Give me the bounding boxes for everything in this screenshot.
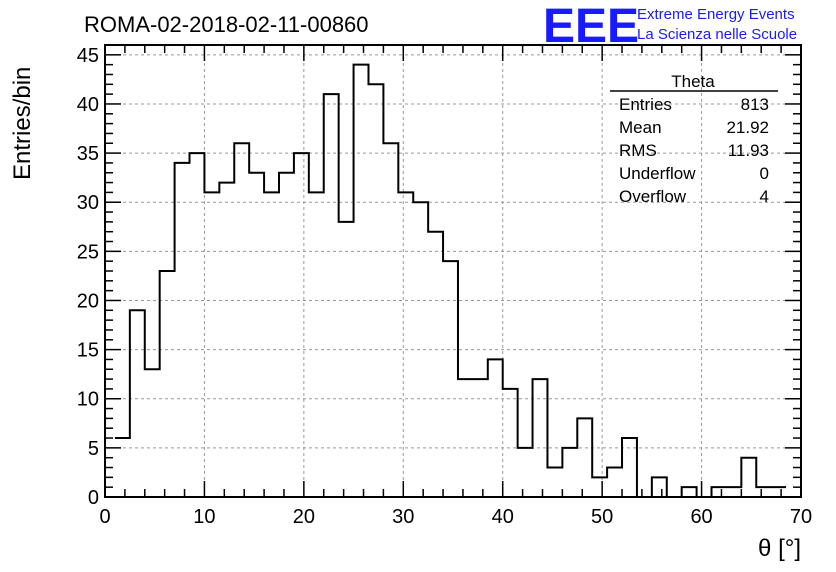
logo-line1: Extreme Energy Events <box>637 6 795 23</box>
stats-box-rows: Entries 813 Mean 21.92 RMS 11.93 Underflow 0 Ove… <box>619 95 769 206</box>
y-tick-label: 0 <box>88 487 99 509</box>
stats-row-value: 4 <box>760 187 769 206</box>
stats-row-label: Underflow <box>619 164 696 183</box>
x-tick-label: 30 <box>392 506 414 528</box>
histogram-series-line <box>114 63 787 498</box>
chart-title: ROMA-02-2018-02-11-00860 <box>84 12 369 37</box>
x-tick-label: 50 <box>591 506 613 528</box>
y-tick-label: 40 <box>77 94 99 116</box>
x-tick-label: 0 <box>99 506 110 528</box>
stats-row-label: Entries <box>619 95 672 114</box>
grid-lines <box>105 45 801 497</box>
y-tick-label: 45 <box>77 45 99 67</box>
stats-box-name: Theta <box>671 72 715 91</box>
stats-row-label: Mean <box>619 118 662 137</box>
x-tick-label: 70 <box>790 506 812 528</box>
x-tick-label: 20 <box>293 506 315 528</box>
x-tick-label: 40 <box>492 506 514 528</box>
stats-row-value: 11.93 <box>728 141 769 160</box>
logo-line2: La Scienza nelle Scuole <box>637 26 797 43</box>
eee-logo: EEE Extreme Energy Events La Scienza nel… <box>543 0 797 53</box>
y-tick-label: 35 <box>77 143 99 165</box>
logo-mark: EEE <box>543 0 639 53</box>
x-tick-label: 60 <box>690 506 712 528</box>
y-tick-label: 30 <box>77 192 99 214</box>
stats-row-value: 21.92 <box>726 118 769 137</box>
stats-row-value: 813 <box>741 95 769 114</box>
y-tick-label: 10 <box>77 389 99 411</box>
x-axis-label: θ [°] <box>758 535 801 562</box>
y-axis-label: Entries/bin <box>9 67 36 180</box>
stats-row-label: RMS <box>619 141 657 160</box>
axis-ticks <box>104 44 802 498</box>
y-tick-label: 25 <box>77 241 99 263</box>
plot-frame <box>104 44 802 498</box>
y-tick-label: 20 <box>77 290 99 312</box>
x-tick-label: 10 <box>193 506 215 528</box>
stats-box: Theta Entries 813 Mean 21.92 RMS 11.93 Underfl… <box>610 72 778 206</box>
stats-row-label: Overflow <box>619 187 687 206</box>
y-tick-label: 5 <box>88 438 99 460</box>
stats-row-value: 0 <box>760 164 769 183</box>
y-tick-label: 15 <box>77 340 99 362</box>
